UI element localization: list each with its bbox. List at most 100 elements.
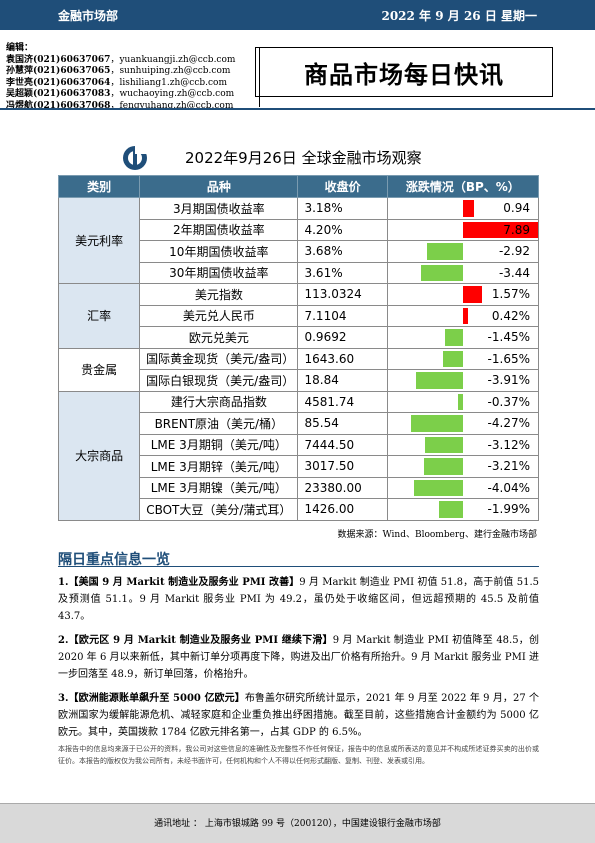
change-bar [424, 458, 463, 475]
change-cell: 1.57% [386, 283, 540, 306]
news-body: 9 月 Markit 制造业 PMI 初值降至 48.5，创 2020 年 6 … [58, 635, 539, 680]
item-cell: 国际白银现货（美元/盎司） [139, 369, 299, 392]
close-cell: 113.0324 [297, 283, 388, 306]
change-bar [414, 479, 463, 496]
item-cell: 建行大宗商品指数 [139, 390, 299, 413]
change-cell: -3.12% [386, 433, 540, 456]
header-bar: 金融市场部 2022 年 9 月 26 日 星期一 [0, 0, 595, 30]
table-row: LME 3月期锌（美元/吨） 3017.50 -3.21% [59, 455, 540, 478]
vertical-divider [259, 47, 260, 107]
editor-name: 李世亮 [6, 77, 34, 88]
change-bar [445, 329, 463, 346]
change-bar [421, 264, 463, 281]
editor-row: 李世亮(021)60637064，lishiliang1.zh@ccb.com [6, 77, 227, 88]
close-cell: 4581.74 [297, 390, 388, 413]
change-value: -3.91% [487, 373, 530, 387]
change-value: -4.27% [487, 416, 530, 430]
change-bar [415, 372, 463, 389]
table-row: 2年期国债收益率 4.20% 7.89 [59, 218, 540, 241]
editor-name: 孙慧萍 [6, 66, 34, 76]
close-cell: 85.54 [297, 412, 388, 435]
editor-phone: (021)60637065 [33, 66, 111, 76]
header-close: 收盘价 [297, 175, 388, 198]
change-value: -3.12% [487, 437, 530, 452]
section-divider [58, 566, 539, 567]
change-cell: -2.92 [386, 240, 540, 263]
change-cell: -0.37% [386, 390, 540, 413]
change-value: -1.65% [487, 351, 530, 366]
close-cell: 4.20% [297, 218, 388, 241]
close-cell: 3.18% [297, 197, 388, 220]
close-cell: 0.9692 [297, 326, 388, 349]
change-value: -1.99% [487, 502, 530, 516]
news-headline: 2.【欧元区 9 月 Markit 制造业及服务业 PMI 继续下滑】 [58, 635, 333, 646]
change-cell: -1.65% [386, 347, 540, 370]
change-bar [462, 221, 538, 238]
editor-email: sunhuiping.zh@ccb.com [119, 66, 231, 76]
item-cell: 欧元兑美元 [139, 326, 299, 349]
item-cell: 30年期国债收益率 [139, 261, 299, 284]
close-cell: 7.1104 [297, 304, 388, 327]
news-headline: 3.【欧洲能源账单飙升至 5000 亿欧元】 [58, 693, 245, 704]
change-value: -3.44 [498, 265, 530, 280]
department-name: 金融市场部 [58, 9, 119, 23]
market-table: 类别 品种 收盘价 涨跌情况（BP、%） 美元利率 3月期国债收益率 3.18% 0.… [57, 175, 540, 521]
editors-block: 编辑： 袁国济(021)60637067，yuankuangji.zh@ccb.… [6, 43, 256, 112]
editor-row: 孙慧萍(021)60637065，sunhuiping.zh@ccb.com [6, 66, 231, 76]
category-cell: 汇率 [57, 283, 141, 349]
change-cell: -3.21% [386, 455, 540, 478]
change-bar [462, 307, 468, 324]
change-bar [438, 501, 463, 518]
change-bar [411, 415, 463, 432]
header-item: 品种 [139, 175, 299, 198]
news-item: 2.【欧元区 9 月 Markit 制造业及服务业 PMI 继续下滑】9 月 M… [58, 632, 539, 683]
category-cell: 贵金属 [57, 347, 141, 392]
table-row: 美元利率 3月期国债收益率 3.18% 0.94 [57, 197, 540, 284]
item-cell: 10年期国债收益率 [139, 240, 299, 263]
editor-name: 袁国济 [6, 54, 34, 65]
table-row: 30年期国债收益率 3.61% -3.44 [59, 261, 540, 284]
change-value: -1.45% [487, 330, 530, 344]
item-cell: LME 3月期铜（美元/吨） [139, 433, 299, 456]
category-cell: 大宗商品 [57, 390, 141, 521]
close-cell: 3017.50 [297, 455, 388, 478]
table-row: CBOT大豆（美分/蒲式耳） 1426.00 -1.99% [59, 498, 540, 521]
change-value: 1.57% [491, 287, 530, 301]
change-value: -3.21% [487, 459, 530, 473]
editor-email: wuchaoying.zh@ccb.com [119, 89, 235, 99]
editor-email: lishiliang1.zh@ccb.com [119, 77, 227, 88]
item-cell: 美元兑人民币 [139, 304, 299, 327]
editors-label: 编辑： [6, 43, 34, 53]
change-value: -0.37% [487, 394, 530, 409]
close-cell: 7444.50 [297, 433, 388, 456]
editor-phone: (021)60637064 [33, 77, 111, 88]
editor-name: 冯煜航 [6, 100, 34, 111]
category-cell: 美元利率 [57, 197, 141, 284]
item-cell: 2年期国债收益率 [139, 218, 299, 241]
editor-phone: (021)60637083 [33, 89, 111, 99]
disclaimer: 本报告中的信息均来源于已公开的资料，我公司对这些信息的准确性及完整性不作任何保证… [58, 745, 539, 765]
editor-phone: (021)60637067 [33, 54, 111, 65]
close-cell: 1643.60 [297, 347, 388, 370]
footer: 通讯地址 ： 上海市银城路 99 号（200120），中国建设银行金融市场部 [0, 803, 595, 843]
table-row: 欧元兑美元 0.9692 -1.45% [59, 326, 540, 349]
editor-row: 吴超颖(021)60637083，wuchaoying.zh@ccb.com [6, 89, 235, 99]
table-header-row: 类别 品种 收盘价 涨跌情况（BP、%） [57, 175, 540, 198]
editor-email: fengyuhang.zh@ccb.com [119, 100, 234, 111]
item-cell: BRENT原油（美元/桶） [139, 412, 299, 435]
table-row: 贵金属 国际黄金现货（美元/盎司） 1643.60 -1.65% [57, 347, 540, 392]
change-cell: -3.91% [386, 369, 540, 392]
table-row: 大宗商品 建行大宗商品指数 4581.74 -0.37% [57, 390, 540, 521]
change-cell: -4.04% [386, 476, 540, 499]
close-cell: 3.68% [297, 240, 388, 263]
item-cell: LME 3月期锌（美元/吨） [139, 455, 299, 478]
change-value: -4.04% [487, 480, 530, 495]
item-cell: 3月期国债收益率 [139, 197, 299, 220]
editor-name: 吴超颖 [6, 89, 34, 99]
item-cell: CBOT大豆（美分/蒲式耳） [139, 498, 299, 521]
editor-email: yuankuangji.zh@ccb.com [119, 54, 236, 65]
change-bar [427, 243, 463, 260]
news-body: 布鲁盖尔研究所统计显示，2021 年 9 月至 2022 年 9 月，27 个欧… [58, 693, 539, 738]
ccb-logo-icon [123, 145, 148, 170]
change-value: 0.94 [503, 201, 530, 215]
